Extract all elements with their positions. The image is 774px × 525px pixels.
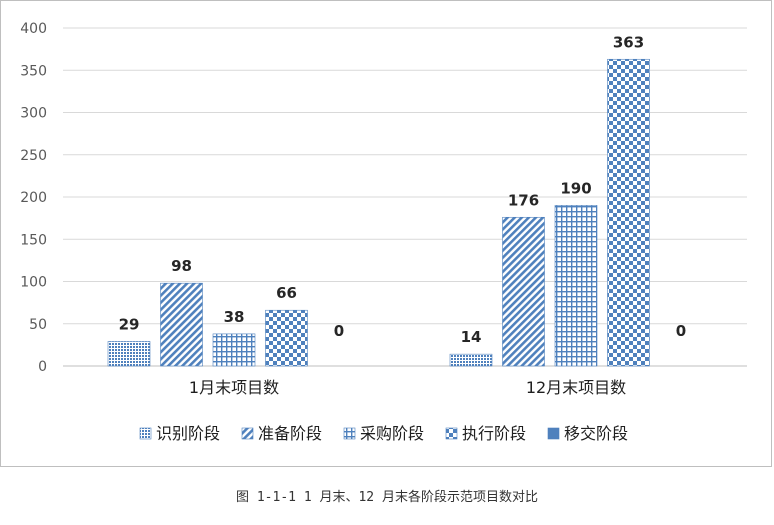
y-tick-label: 300	[20, 106, 47, 122]
y-tick-label: 0	[38, 359, 47, 375]
x-category-label: 12月末项目数	[526, 378, 626, 397]
bar-chart: 0 50 100 150 200 250 300 350 400 29 98 38 66 0 1月末项目数 1…	[20, 21, 747, 443]
legend-swatch	[241, 427, 254, 440]
legend-swatch	[547, 427, 560, 440]
y-tick-label: 350	[20, 63, 47, 79]
legend-label: 采购阶段	[360, 424, 424, 443]
data-label: 0	[676, 322, 686, 340]
y-tick-label: 200	[20, 190, 47, 206]
data-label: 98	[171, 257, 192, 275]
data-label: 38	[224, 308, 245, 326]
y-tick-label: 50	[29, 317, 47, 333]
data-label: 66	[276, 284, 297, 302]
bar	[502, 216, 545, 367]
bar	[212, 333, 256, 367]
legend-label: 准备阶段	[258, 424, 322, 443]
data-label: 14	[461, 328, 482, 346]
legend-label: 识别阶段	[156, 424, 220, 443]
data-label: 190	[560, 179, 591, 197]
legend-swatch	[343, 427, 356, 440]
bar	[607, 58, 650, 367]
y-tick-label: 150	[20, 232, 47, 248]
data-label: 363	[613, 33, 644, 51]
data-label: 29	[119, 315, 140, 333]
y-tick-label: 400	[20, 21, 47, 37]
bar	[107, 341, 151, 367]
legend-swatch	[139, 427, 152, 440]
legend-label: 执行阶段	[462, 424, 526, 443]
data-label: 176	[508, 191, 539, 209]
bar	[449, 353, 493, 367]
bar	[160, 282, 203, 367]
bar	[265, 309, 308, 367]
legend-swatch	[445, 427, 458, 440]
figure-caption: 图 1-1-1 1 月末、12 月末各阶段示范项目数对比	[236, 490, 538, 505]
x-category-label: 1月末项目数	[189, 378, 279, 397]
bar	[554, 205, 598, 367]
y-tick-label: 250	[20, 148, 47, 164]
legend-label: 移交阶段	[564, 424, 628, 443]
y-tick-label: 100	[20, 275, 47, 291]
chart-frame: 0 50 100 150 200 250 300 350 400 29 98 38 66 0 1月末项目数 1…	[0, 0, 772, 467]
data-label: 0	[334, 322, 344, 340]
